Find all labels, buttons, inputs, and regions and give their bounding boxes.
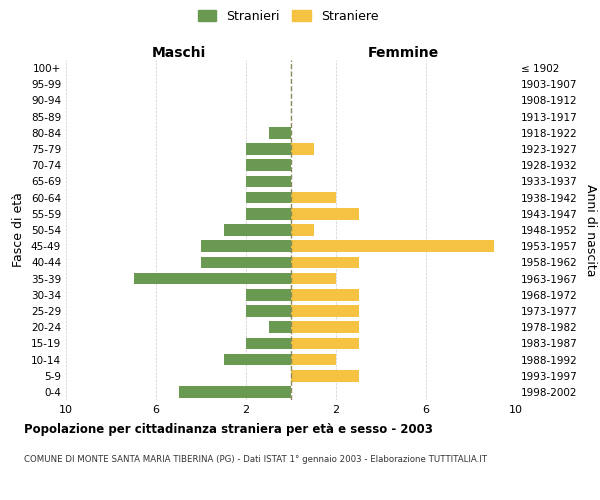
Bar: [269, 322, 291, 333]
Bar: [223, 224, 291, 236]
Bar: [246, 176, 291, 188]
Bar: [246, 143, 291, 155]
Bar: [291, 143, 314, 155]
Text: Maschi: Maschi: [151, 46, 206, 60]
Bar: [291, 305, 359, 317]
Bar: [291, 289, 359, 300]
Bar: [201, 256, 291, 268]
Bar: [269, 127, 291, 138]
Bar: [291, 338, 359, 349]
Bar: [133, 272, 291, 284]
Bar: [291, 240, 493, 252]
Bar: [291, 370, 359, 382]
Bar: [291, 208, 359, 220]
Bar: [291, 322, 359, 333]
Text: COMUNE DI MONTE SANTA MARIA TIBERINA (PG) - Dati ISTAT 1° gennaio 2003 - Elabora: COMUNE DI MONTE SANTA MARIA TIBERINA (PG…: [24, 455, 487, 464]
Bar: [201, 240, 291, 252]
Bar: [291, 256, 359, 268]
Bar: [179, 386, 291, 398]
Bar: [291, 224, 314, 236]
Legend: Stranieri, Straniere: Stranieri, Straniere: [194, 6, 382, 26]
Bar: [246, 208, 291, 220]
Bar: [246, 160, 291, 171]
Bar: [246, 289, 291, 300]
Bar: [246, 305, 291, 317]
Bar: [223, 354, 291, 366]
Text: Popolazione per cittadinanza straniera per età e sesso - 2003: Popolazione per cittadinanza straniera p…: [24, 422, 433, 436]
Bar: [246, 192, 291, 203]
Bar: [291, 272, 336, 284]
Bar: [291, 354, 336, 366]
Bar: [291, 192, 336, 203]
Text: Femmine: Femmine: [368, 46, 439, 60]
Bar: [246, 338, 291, 349]
Y-axis label: Anni di nascita: Anni di nascita: [584, 184, 597, 276]
Y-axis label: Fasce di età: Fasce di età: [13, 192, 25, 268]
